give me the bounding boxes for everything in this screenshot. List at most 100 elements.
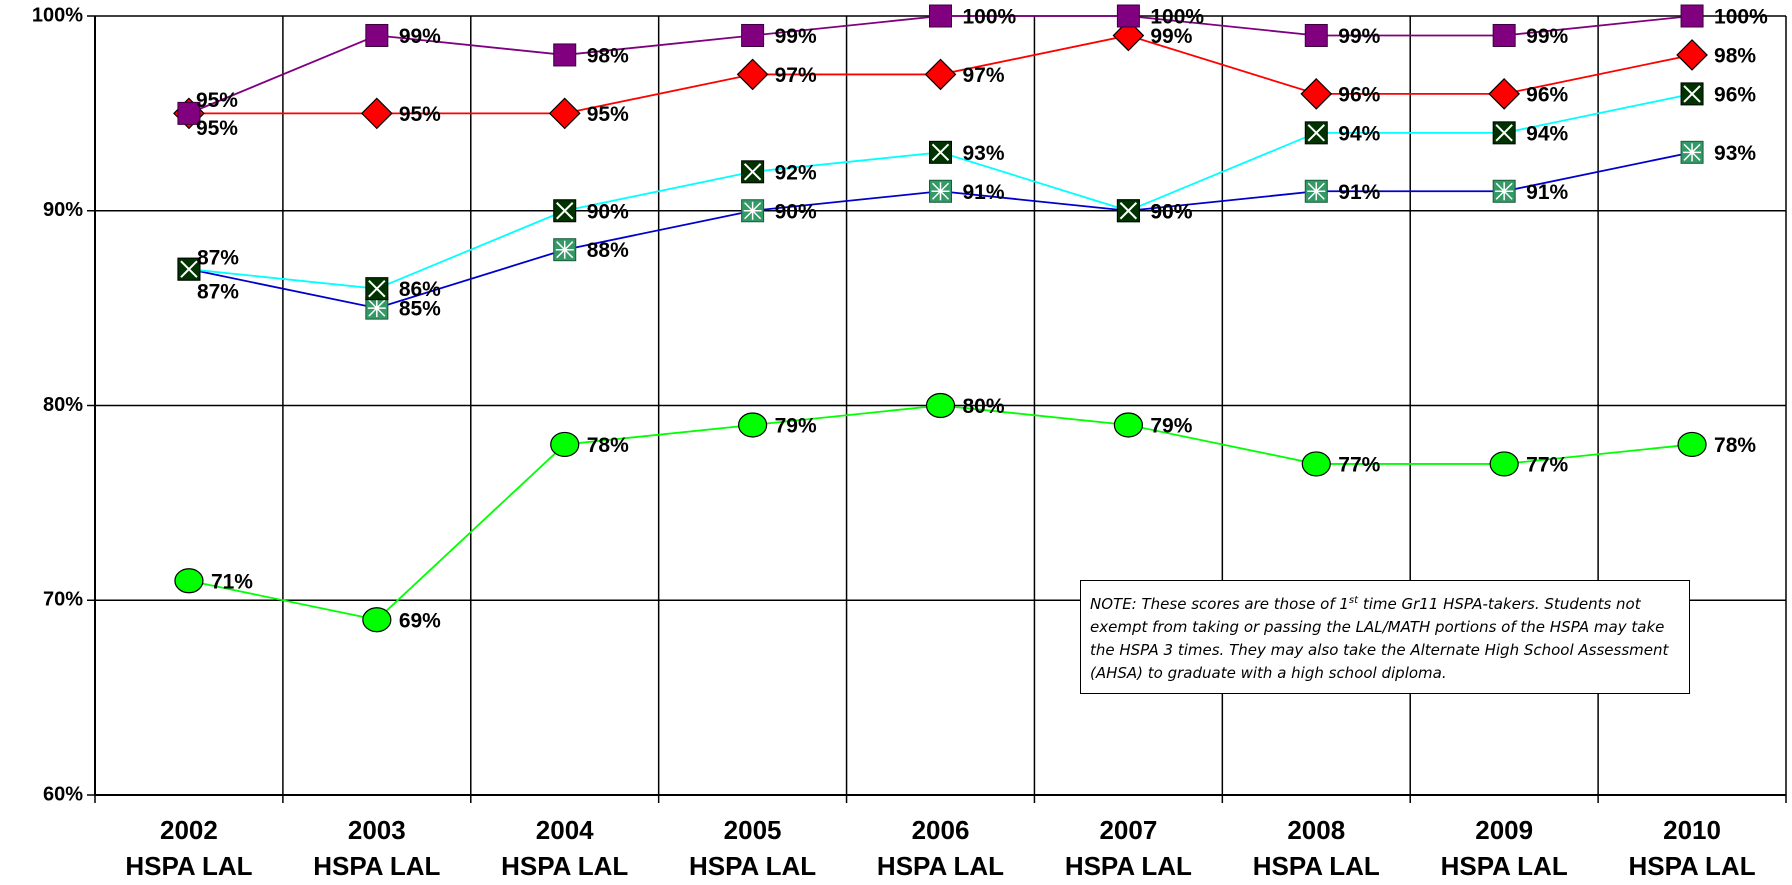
marker	[1492, 179, 1516, 203]
marker-shape	[1304, 23, 1328, 47]
marker	[1116, 199, 1140, 223]
marker-shape	[1113, 412, 1143, 438]
note: NOTE: These scores are those of 1st time…	[1080, 580, 1690, 694]
data-label: 96%	[1526, 83, 1568, 106]
x-tick-label: 2004 HSPA LAL	[501, 815, 629, 881]
data-label: 90%	[775, 200, 817, 223]
marker-cross	[743, 163, 762, 181]
y-tick-label: 100%	[32, 4, 83, 26]
marker-shape	[362, 607, 392, 633]
marker-cross	[1683, 143, 1702, 162]
marker-shape	[929, 4, 952, 28]
x-tick-label: 2008 HSPA LAL	[1252, 815, 1380, 881]
marker-shape	[1489, 451, 1519, 477]
marker	[929, 4, 952, 28]
x-tick-label: 2009 HSPA LAL	[1440, 815, 1568, 881]
marker	[1680, 140, 1704, 164]
marker-cross	[931, 143, 950, 162]
data-label: 77%	[1338, 453, 1380, 476]
y-tick-label: 80%	[43, 394, 83, 416]
marker-shape	[1116, 4, 1140, 28]
marker-shape	[1492, 23, 1516, 47]
data-label: 91%	[1338, 181, 1380, 204]
marker-shape	[177, 101, 201, 125]
y-tick-label: 60%	[43, 783, 83, 805]
data-label: 100%	[1150, 6, 1204, 29]
data-label: 93%	[963, 142, 1005, 165]
marker-shape	[553, 43, 577, 67]
data-label: 95%	[196, 89, 238, 112]
marker	[362, 607, 392, 633]
data-label: 95%	[399, 103, 441, 126]
x-tick-label: 2002 HSPA LAL	[125, 815, 253, 881]
marker	[365, 296, 389, 320]
marker	[1304, 23, 1328, 47]
data-label: 91%	[1526, 181, 1568, 204]
data-label: 99%	[775, 25, 817, 48]
marker-shape	[360, 97, 393, 130]
marker	[548, 97, 581, 130]
data-label: 85%	[399, 298, 441, 321]
data-label: 71%	[211, 570, 253, 593]
marker-shape	[1300, 78, 1333, 110]
note-superscript: st	[1348, 595, 1359, 606]
marker	[924, 58, 957, 91]
marker-shape	[550, 431, 580, 458]
marker	[1492, 121, 1516, 145]
marker	[738, 412, 768, 438]
marker-cross	[556, 202, 574, 220]
marker	[550, 431, 580, 458]
marker	[925, 392, 956, 419]
marker-shape	[1301, 451, 1331, 477]
marker-cross	[367, 299, 386, 318]
data-label: 97%	[963, 64, 1005, 87]
data-label: 79%	[1150, 415, 1192, 438]
marker-cross	[931, 182, 950, 201]
data-label: 96%	[1714, 83, 1756, 106]
marker-shape	[925, 392, 956, 419]
marker-shape	[741, 23, 765, 47]
data-label: 91%	[963, 181, 1005, 204]
data-label: 94%	[1338, 122, 1380, 145]
marker	[929, 179, 952, 203]
data-label: 78%	[1714, 434, 1756, 457]
marker	[741, 23, 765, 47]
data-label: 79%	[775, 415, 817, 438]
data-label: 100%	[1714, 6, 1768, 29]
marker	[174, 568, 204, 594]
x-tick-label: 2007 HSPA LAL	[1064, 815, 1192, 881]
marker-cross	[1495, 182, 1514, 201]
marker-shape	[548, 97, 581, 130]
marker	[1680, 4, 1704, 28]
marker-shape	[365, 23, 389, 47]
marker-cross	[1119, 202, 1138, 220]
marker	[1304, 179, 1328, 203]
marker	[741, 199, 765, 223]
data-label: 96%	[1338, 83, 1380, 106]
marker	[1112, 19, 1145, 52]
y-tick-label: 70%	[43, 589, 83, 611]
data-label: 90%	[1150, 200, 1192, 223]
data-label: 99%	[1150, 25, 1192, 48]
data-label: 90%	[1150, 200, 1192, 223]
marker	[1677, 431, 1707, 458]
marker	[1304, 121, 1328, 145]
data-label: 99%	[1338, 25, 1380, 48]
data-label: 99%	[399, 25, 441, 48]
marker-cross	[180, 260, 198, 278]
data-label: 92%	[775, 161, 817, 184]
marker-shape	[1488, 78, 1521, 110]
x-tick-label: 2010 HSPA LAL	[1628, 815, 1756, 881]
marker	[1488, 78, 1521, 110]
marker-shape	[736, 58, 769, 91]
x-tick-label: 2005 HSPA LAL	[689, 815, 817, 881]
marker-shape	[1676, 39, 1708, 71]
marker	[553, 199, 577, 223]
data-label: 99%	[1526, 25, 1568, 48]
data-label: 87%	[197, 281, 239, 304]
marker-shape	[924, 58, 957, 91]
data-label: 86%	[399, 278, 441, 301]
marker	[365, 277, 389, 301]
data-label: 98%	[1714, 44, 1756, 67]
